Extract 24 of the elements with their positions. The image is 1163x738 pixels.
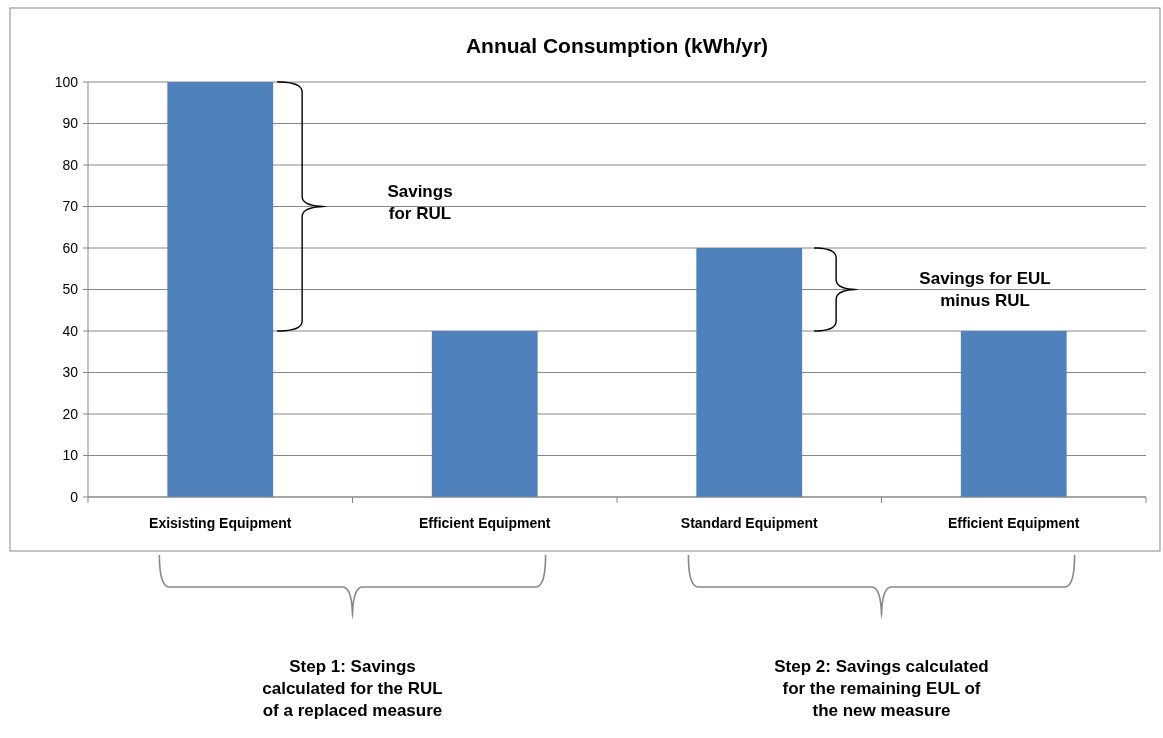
y-tick-label: 90	[62, 115, 79, 132]
x-tick-label: Efficient Equipment	[948, 515, 1080, 531]
y-tick-label: 70	[62, 198, 79, 215]
bar	[167, 82, 274, 497]
x-tick-label: Standard Equipment	[680, 515, 819, 531]
annotation: Savings for RUL	[387, 181, 453, 223]
bar	[696, 248, 803, 497]
bar	[431, 331, 538, 497]
y-tick-label: 30	[62, 364, 79, 381]
y-tick-label: 20	[62, 405, 79, 422]
y-tick-label: 50	[62, 281, 79, 298]
y-tick-label: 40	[62, 322, 79, 339]
y-tick-label: 100	[54, 73, 79, 90]
y-tick-label: 60	[62, 239, 79, 256]
bar	[960, 331, 1067, 497]
x-tick-label: Efficient Equipment	[419, 515, 551, 531]
chart-title: Annual Consumption (kWh/yr)	[465, 34, 769, 57]
text: Step 2: Savings calculated for the remaining EUL of the new measure	[774, 657, 989, 721]
y-tick-label: 10	[62, 447, 79, 464]
text: Step 1: Savings calculated for the RUL of a replaced measure	[262, 657, 443, 721]
annotation: Savings for EUL minus RUL	[919, 268, 1051, 310]
y-tick-label: 80	[62, 156, 79, 173]
y-tick-label: 0	[70, 488, 79, 505]
x-tick-label: Exisisting Equipment	[149, 515, 292, 531]
